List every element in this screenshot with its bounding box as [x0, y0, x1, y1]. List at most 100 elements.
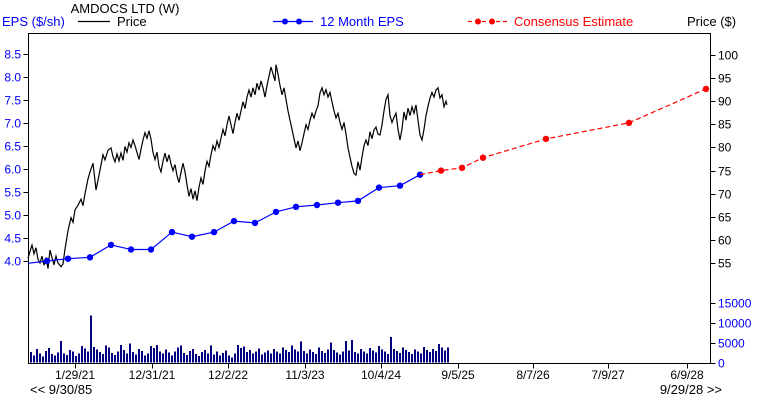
date-axis-tick-label: 12/2/22: [208, 368, 248, 382]
volume-bar: [273, 348, 275, 363]
volume-bar: [228, 355, 230, 363]
volume-bar: [126, 353, 128, 363]
eps-axis-tick-label: 4.0: [4, 255, 21, 269]
eps-axis-tick-label: 6.5: [4, 140, 21, 154]
volume-bar: [375, 352, 377, 363]
scroll-back-date-link[interactable]: << 9/30/85: [30, 382, 93, 397]
legend-eps-dot-icon: [282, 18, 288, 25]
volume-bar: [399, 352, 401, 363]
volume-bar: [378, 346, 380, 363]
12-month-eps-marker: [64, 255, 72, 262]
volume-bar: [441, 347, 443, 363]
12-month-eps-marker: [127, 246, 135, 253]
volume-bar: [111, 352, 113, 363]
12-month-eps-marker: [354, 197, 362, 205]
volume-axis-tick-label: 15000: [718, 297, 752, 311]
date-axis-tick-label: 11/3/23: [285, 368, 324, 382]
volume-bar: [279, 353, 281, 363]
volume-bar: [267, 350, 269, 363]
volume-bar: [420, 353, 422, 363]
volume-bar: [258, 348, 260, 363]
volume-bar: [285, 350, 287, 363]
legend-eps-label: 12 Month EPS: [320, 14, 404, 29]
12-month-eps-marker: [292, 203, 300, 210]
volume-bar: [162, 353, 164, 363]
volume-bar: [321, 350, 323, 363]
date-axis-tick-label: 10/4/24: [361, 368, 401, 382]
volume-axis-tick-label: 10000: [718, 317, 752, 331]
volume-bar: [93, 346, 95, 363]
volume-bar: [198, 356, 200, 363]
date-axis-tick-label: 7/9/27: [591, 368, 625, 382]
volume-bar: [66, 354, 68, 363]
eps-axis-title: EPS ($/sh): [2, 14, 65, 29]
volume-bar: [240, 348, 242, 363]
volume-bar: [33, 355, 35, 363]
consensus-estimate-marker: [437, 167, 445, 174]
volume-axis-tick-label: 0: [718, 357, 725, 371]
price-axis-tick-label: 70: [718, 188, 732, 202]
volume-bar: [129, 343, 131, 363]
12-month-eps-marker: [86, 254, 94, 261]
volume-bar: [255, 351, 257, 363]
volume-bar: [69, 350, 71, 363]
price-axis-tick-label: 95: [718, 72, 732, 86]
consensus-estimate-marker: [479, 154, 487, 161]
volume-bar: [261, 354, 263, 363]
12-month-eps-marker: [147, 246, 155, 253]
volume-bar: [387, 354, 389, 363]
volume-bar: [180, 345, 182, 363]
eps-axis-tick-label: 8.5: [4, 48, 21, 62]
volume-bar: [204, 350, 206, 363]
volume-bar: [357, 353, 359, 363]
volume-bar: [147, 353, 149, 363]
volume-bar: [207, 353, 209, 363]
12-month-eps-marker: [107, 241, 115, 249]
volume-bar: [234, 353, 236, 363]
volume-bar: [87, 351, 89, 363]
12-month-eps-marker: [375, 184, 383, 191]
volume-bar: [324, 352, 326, 363]
volume-bar: [222, 352, 224, 363]
volume-bar: [336, 352, 338, 363]
volume-bar: [384, 351, 386, 363]
volume-bar: [135, 354, 137, 363]
volume-bar: [192, 348, 194, 363]
volume-bar: [219, 355, 221, 363]
volume-bar: [225, 350, 227, 363]
volume-bar: [141, 350, 143, 363]
volume-bar: [216, 351, 218, 363]
volume-bar: [150, 346, 152, 363]
volume-bar: [168, 352, 170, 363]
volume-bar: [372, 350, 374, 363]
volume-bar: [339, 354, 341, 363]
volume-bar: [300, 341, 302, 363]
volume-bar: [177, 347, 179, 363]
date-axis-tick-label: 6/9/28: [670, 368, 704, 382]
volume-bar: [174, 351, 176, 363]
legend-consensus-dot-icon: [475, 18, 481, 25]
volume-bar: [288, 352, 290, 363]
volume-bar: [42, 356, 44, 363]
12-month-eps-marker: [210, 228, 218, 236]
date-axis-tick-label: 8/7/26: [516, 368, 550, 382]
price-axis-tick-label: 60: [718, 234, 732, 248]
volume-bar: [213, 354, 215, 363]
volume-bar: [381, 349, 383, 363]
legend-price-label: Price: [117, 14, 147, 29]
volume-bar: [417, 351, 419, 363]
scroll-forward-date-link[interactable]: 9/29/28 >>: [659, 382, 722, 397]
volume-bar: [117, 351, 119, 363]
volume-bar: [297, 351, 299, 363]
volume-bar: [309, 349, 311, 363]
volume-bar: [303, 350, 305, 363]
volume-bar: [153, 348, 155, 363]
volume-bar: [294, 349, 296, 363]
price-axis-title: Price ($): [687, 14, 737, 29]
volume-bar: [57, 352, 59, 363]
volume-bar: [432, 348, 434, 363]
volume-bar: [105, 345, 107, 363]
volume-bar: [189, 350, 191, 363]
volume-bar: [51, 354, 53, 363]
